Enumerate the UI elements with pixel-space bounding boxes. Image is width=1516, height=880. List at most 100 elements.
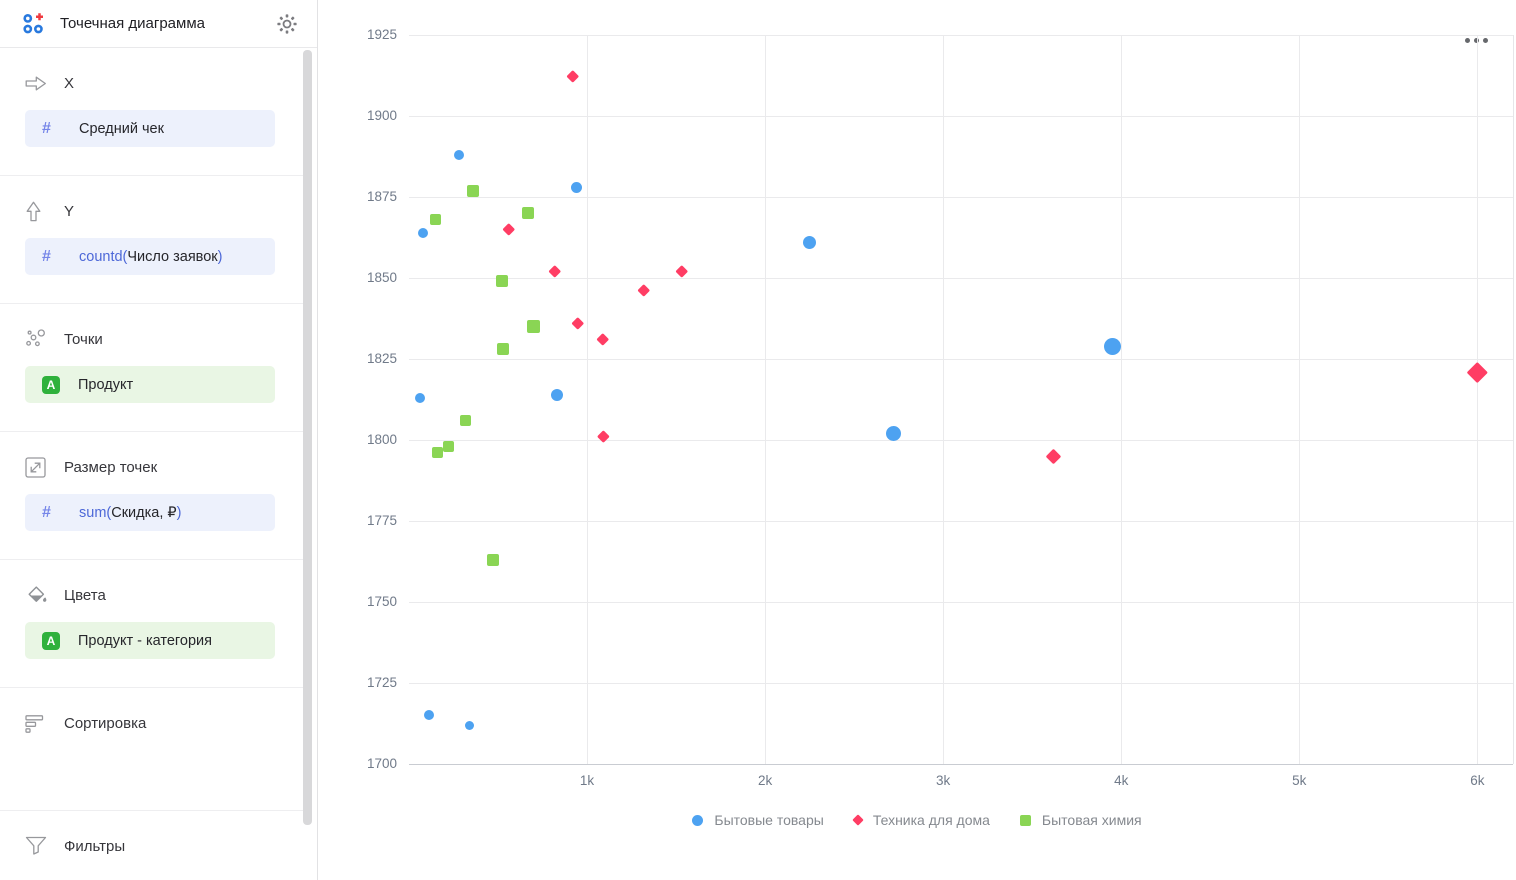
data-point[interactable] (467, 184, 480, 197)
field-point-size-measure[interactable]: # sum(Скидка, ₽) (25, 494, 275, 531)
chart-type-title: Точечная диаграмма (60, 15, 205, 32)
data-point[interactable] (1467, 361, 1488, 383)
data-point[interactable] (495, 275, 508, 288)
x-axis-line (409, 764, 1513, 765)
data-point[interactable] (522, 207, 535, 220)
arrow-up-icon (25, 200, 51, 222)
y-tick-label: 1925 (366, 27, 397, 42)
x-tick-label: 6k (1470, 773, 1485, 788)
data-point[interactable] (423, 710, 434, 721)
data-point[interactable] (674, 264, 689, 279)
chart-more-menu-icon[interactable] (1465, 38, 1488, 43)
gridline (409, 683, 1513, 684)
y-tick-label: 1750 (366, 594, 397, 609)
field-y-text: countd(Число заявок) (79, 248, 223, 265)
section-sorting: Сортировка (0, 688, 303, 811)
data-point[interactable] (414, 392, 425, 403)
data-point[interactable] (885, 426, 901, 442)
gridline (409, 521, 1513, 522)
field-x-measure[interactable]: # Средний чек (25, 110, 275, 147)
scatter-chart-area: Бытовые товары Техника для дома Бытовая … (318, 0, 1516, 880)
gridline (409, 440, 1513, 441)
data-point[interactable] (570, 181, 582, 193)
gridline (409, 35, 1513, 36)
dimension-a-badge: A (42, 631, 60, 650)
section-point-size-label: Размер точек (64, 458, 158, 476)
y-tick-label: 1725 (366, 675, 397, 690)
filter-icon (25, 836, 51, 856)
chart-legend: Бытовые товары Техника для дома Бытовая … (318, 812, 1516, 828)
legend-square-marker (1019, 814, 1031, 826)
data-point[interactable] (1103, 337, 1121, 355)
data-point[interactable] (430, 214, 442, 226)
y-tick-label: 1850 (366, 270, 397, 285)
sidebar-scrollbar-thumb[interactable] (303, 50, 312, 825)
y-tick-label: 1700 (366, 756, 397, 771)
data-point[interactable] (548, 264, 562, 279)
data-point[interactable] (453, 149, 464, 160)
resize-icon (25, 456, 51, 478)
data-point[interactable] (566, 70, 580, 84)
x-tick-label: 2k (757, 773, 773, 788)
legend-label: Техника для дома (872, 812, 990, 828)
data-point[interactable] (486, 553, 499, 566)
data-point[interactable] (596, 430, 610, 443)
data-point[interactable] (418, 227, 429, 238)
gridline (765, 35, 767, 764)
field-colors-dimension[interactable]: A Продукт - категория (25, 622, 275, 659)
x-tick-label: 3k (936, 773, 951, 788)
data-point[interactable] (502, 222, 516, 237)
y-tick-label: 1875 (366, 189, 397, 204)
gridline (1477, 35, 1479, 764)
data-point[interactable] (803, 235, 817, 249)
section-points: Точки A Продукт (0, 304, 303, 432)
section-y-label: Y (64, 202, 75, 220)
chart-config-sidebar: Точечная диаграмма (0, 0, 318, 880)
legend-item[interactable]: Бытовая химия (1019, 812, 1142, 828)
gear-icon[interactable] (275, 12, 299, 36)
section-point-size: Размер точек # sum(Скидка, ₽) (0, 432, 303, 560)
legend-circle-marker (692, 814, 704, 826)
legend-diamond-marker (852, 814, 864, 826)
data-point[interactable] (527, 320, 541, 334)
paint-bucket-icon (25, 585, 51, 606)
section-filters-label: Фильтры (64, 837, 126, 855)
x-tick-label: 5k (1292, 773, 1307, 788)
y-tick-label: 1775 (366, 513, 397, 528)
gridline (1121, 35, 1123, 764)
gridline (409, 602, 1513, 603)
data-point[interactable] (596, 332, 610, 347)
data-point[interactable] (571, 316, 585, 331)
data-point[interactable] (637, 284, 651, 298)
data-point[interactable] (550, 388, 563, 401)
field-x-text: Средний чек (79, 120, 164, 137)
field-points-dimension[interactable]: A Продукт (25, 366, 275, 403)
scatter-chart-logo-icon (22, 12, 46, 36)
y-tick-label: 1800 (366, 432, 397, 447)
x-tick-label: 1k (579, 773, 595, 788)
gridline (943, 35, 945, 764)
plot-right-border (1513, 35, 1514, 764)
data-point[interactable] (460, 415, 472, 427)
legend-item[interactable]: Техника для дома (852, 812, 990, 828)
section-colors-label: Цвета (64, 586, 106, 604)
data-point[interactable] (1045, 448, 1062, 464)
field-points-text: Продукт (78, 376, 134, 393)
dimension-a-badge: A (42, 375, 60, 394)
section-colors: Цвета A Продукт - категория (0, 560, 303, 688)
hash-icon: # (42, 119, 51, 137)
section-filters: Фильтры (0, 811, 303, 873)
data-point[interactable] (465, 720, 475, 730)
legend-item[interactable]: Бытовые товары (692, 812, 824, 828)
arrow-right-icon (25, 75, 51, 92)
gridline (409, 116, 1513, 117)
section-y: Y # countd(Число заявок) (0, 176, 303, 304)
data-point[interactable] (497, 343, 510, 356)
sidebar-header: Точечная диаграмма (0, 0, 317, 48)
gridline (587, 35, 589, 764)
data-point[interactable] (431, 447, 443, 459)
x-tick-label: 4k (1114, 773, 1129, 788)
field-y-measure[interactable]: # countd(Число заявок) (25, 238, 275, 275)
data-point[interactable] (442, 440, 454, 452)
